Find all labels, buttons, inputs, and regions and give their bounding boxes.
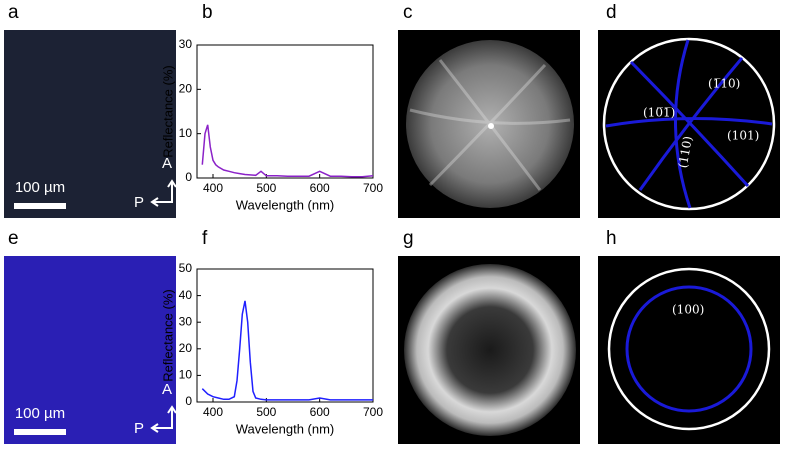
- x-tick-label: 500: [256, 405, 276, 419]
- panel-label: h: [606, 228, 617, 249]
- scale-label: 100 µm: [15, 179, 65, 196]
- polarizer-arrows: [150, 179, 177, 207]
- scale-bar: [14, 203, 66, 209]
- x-tick-label: 600: [310, 181, 330, 195]
- conoscopic-ring: [404, 264, 576, 436]
- spectrum: [201, 300, 373, 401]
- plot-frame: [196, 44, 374, 179]
- x-axis-label: Wavelength (nm): [236, 421, 335, 436]
- panel-label: f: [202, 228, 208, 249]
- y-tick-label: 10: [179, 368, 193, 382]
- panel-label: c: [403, 2, 413, 23]
- plane-label: (100): [672, 303, 704, 317]
- plane-label: (1̅10): [708, 77, 740, 91]
- y-axis-label: Reflectance (%): [160, 289, 175, 381]
- x-tick-label: 600: [310, 405, 330, 419]
- plane-label: (10̅1̅): [643, 106, 675, 120]
- x-tick-label: 700: [363, 405, 383, 419]
- scale-label: 100 µm: [15, 405, 65, 422]
- outer-circle: [607, 267, 771, 431]
- y-tick-label: 20: [179, 341, 193, 355]
- x-tick-label: 400: [203, 181, 223, 195]
- plane-circle: [625, 285, 753, 413]
- plane-arc: [605, 39, 773, 209]
- y-tick-label: 30: [179, 37, 193, 51]
- y-tick-label: 0: [185, 170, 192, 184]
- x-tick-label: 500: [256, 181, 276, 195]
- y-tick-label: 40: [179, 288, 193, 302]
- x-tick-label: 700: [363, 181, 383, 195]
- scale-bar: [14, 429, 66, 435]
- panel-label: e: [8, 228, 19, 249]
- y-axis-label: Reflectance (%): [160, 65, 175, 157]
- panel-label: g: [403, 228, 414, 249]
- panel-label: a: [8, 2, 19, 23]
- diagram: [598, 256, 780, 444]
- analyzer-label: A: [162, 381, 172, 398]
- polarizer-label: P: [134, 194, 144, 211]
- panel-label: d: [606, 2, 617, 23]
- y-tick-label: 10: [179, 126, 193, 140]
- micrograph: [4, 256, 176, 444]
- outer-circle: [602, 37, 776, 211]
- plane-label: (110): [676, 135, 695, 169]
- polarizer-label: P: [134, 420, 144, 437]
- plot-frame: [196, 268, 374, 403]
- y-tick-label: 20: [179, 82, 193, 96]
- plane-label: (101): [727, 129, 759, 143]
- y-tick-label: 30: [179, 314, 193, 328]
- y-tick-label: 0: [185, 394, 192, 408]
- panel-label: b: [202, 2, 213, 23]
- spectrum: [201, 124, 374, 178]
- micrograph: [4, 30, 176, 218]
- x-tick-label: 400: [203, 405, 223, 419]
- center-spot: [488, 123, 494, 129]
- analyzer-label: A: [162, 155, 172, 172]
- y-tick-label: 50: [179, 261, 193, 275]
- polarizer-arrows: [150, 405, 177, 433]
- x-axis-label: Wavelength (nm): [236, 197, 335, 212]
